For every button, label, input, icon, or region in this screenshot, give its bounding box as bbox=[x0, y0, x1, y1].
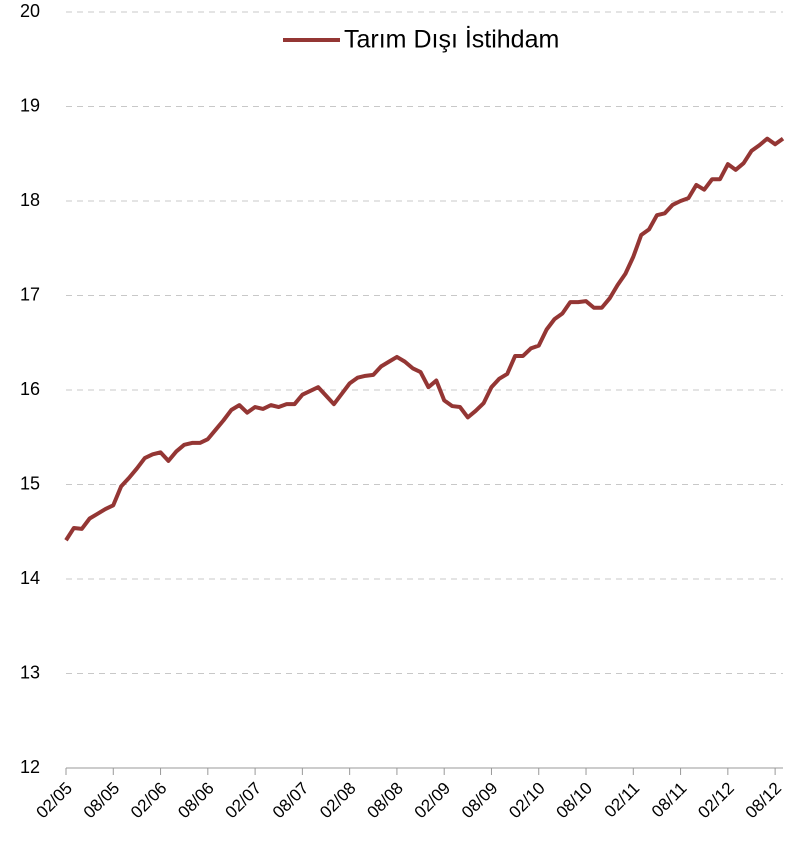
x-tick-label: 08/07 bbox=[269, 779, 313, 823]
y-tick-label: 17 bbox=[20, 284, 40, 304]
x-tick-label: 08/09 bbox=[458, 779, 502, 823]
x-tick-label: 02/10 bbox=[505, 779, 549, 823]
x-tick-label: 02/09 bbox=[411, 779, 455, 823]
y-tick-label: 12 bbox=[20, 757, 40, 777]
x-tick-label: 08/10 bbox=[553, 779, 597, 823]
y-tick-label: 20 bbox=[20, 1, 40, 21]
y-tick-label: 18 bbox=[20, 190, 40, 210]
y-tick-label: 14 bbox=[20, 568, 40, 588]
x-tick-label: 02/12 bbox=[694, 779, 738, 823]
x-tick-label: 02/06 bbox=[127, 779, 171, 823]
x-tick-label: 02/11 bbox=[601, 779, 644, 822]
y-tick-label: 15 bbox=[20, 473, 40, 493]
x-tick-label: 08/11 bbox=[648, 779, 691, 822]
y-tick-label: 16 bbox=[20, 379, 40, 399]
x-tick-label: 02/05 bbox=[32, 779, 76, 823]
y-tick-label: 19 bbox=[20, 95, 40, 115]
x-tick-label: 08/06 bbox=[174, 779, 218, 823]
x-tick-label: 02/07 bbox=[222, 779, 266, 823]
x-tick-label: 08/08 bbox=[363, 779, 407, 823]
legend-label: Tarım Dışı İstihdam bbox=[344, 25, 559, 54]
data-line bbox=[64, 136, 785, 542]
x-tick-label: 08/05 bbox=[80, 779, 124, 823]
x-tick-label: 08/12 bbox=[742, 779, 786, 823]
y-tick-label: 13 bbox=[20, 662, 40, 682]
x-tick-label: 02/08 bbox=[316, 779, 360, 823]
